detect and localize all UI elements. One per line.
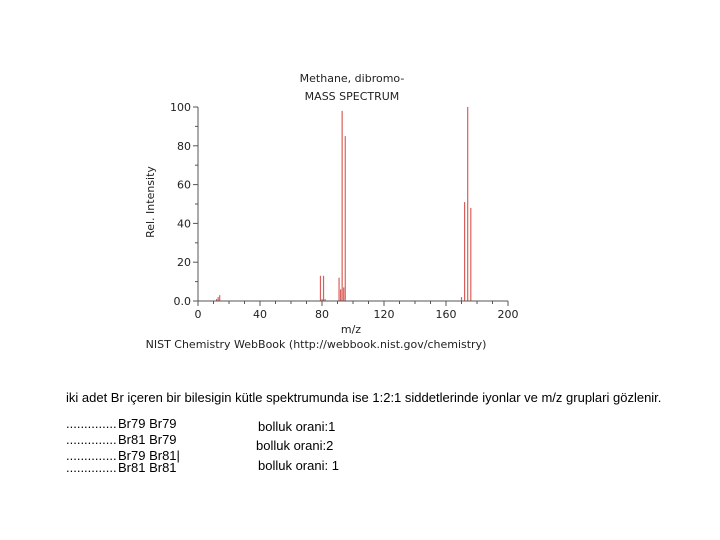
isotope-row: ..............Br79 Br81|: [66, 448, 180, 463]
y-tick-label: 0.0: [174, 295, 192, 308]
isotope-row: ..............Br81 Br81: [66, 460, 177, 475]
isotope-row: ..............Br79 Br79: [66, 416, 177, 431]
y-axis-label: Rel. Intensity: [144, 166, 157, 238]
peak-group: [216, 107, 472, 301]
isotope-pair: Br79 Br79: [118, 416, 177, 431]
chart-title: Methane, dibromo-: [300, 72, 405, 85]
x-tick-label: 160: [436, 308, 457, 321]
abundance-ratio: bolluk orani: 1: [258, 458, 339, 473]
isotope-pair: Br79 Br81|: [118, 448, 180, 463]
dot-leader: ..............: [66, 432, 117, 447]
source-credit: NIST Chemistry WebBook (http://webbook.n…: [146, 338, 487, 351]
x-tick-label: 80: [315, 308, 329, 321]
y-tick-label: 60: [177, 179, 191, 192]
mass-spectrum-chart: Methane, dibromo- MASS SPECTRUM Rel. Int…: [144, 72, 519, 351]
isotope-row: ..............Br81 Br79: [66, 432, 177, 447]
caption-text: iki adet Br içeren bir bilesigin kütle s…: [66, 390, 662, 405]
isotope-pair: Br81 Br81: [118, 460, 177, 475]
axes-group: 0 40 80 120 160 200 0.0 20 40 60 80 100: [170, 101, 519, 321]
x-tick-label: 120: [374, 308, 395, 321]
dot-leader: ..............: [66, 416, 117, 431]
y-tick-label: 80: [177, 140, 191, 153]
x-tick-label: 0: [195, 308, 202, 321]
abundance-ratio: bolluk orani:1: [258, 419, 336, 434]
y-tick-label: 100: [170, 101, 191, 114]
dot-leader: ..............: [66, 448, 117, 463]
x-axis-label: m/z: [341, 323, 361, 336]
y-tick-label: 20: [177, 256, 191, 269]
x-tick-label: 200: [498, 308, 519, 321]
dot-leader: ..............: [66, 460, 117, 475]
chart-subtitle: MASS SPECTRUM: [305, 90, 400, 103]
y-tick-label: 40: [177, 217, 191, 230]
abundance-ratio: bolluk orani:2: [256, 438, 334, 453]
isotope-pair: Br81 Br79: [118, 432, 177, 447]
x-tick-label: 40: [253, 308, 267, 321]
